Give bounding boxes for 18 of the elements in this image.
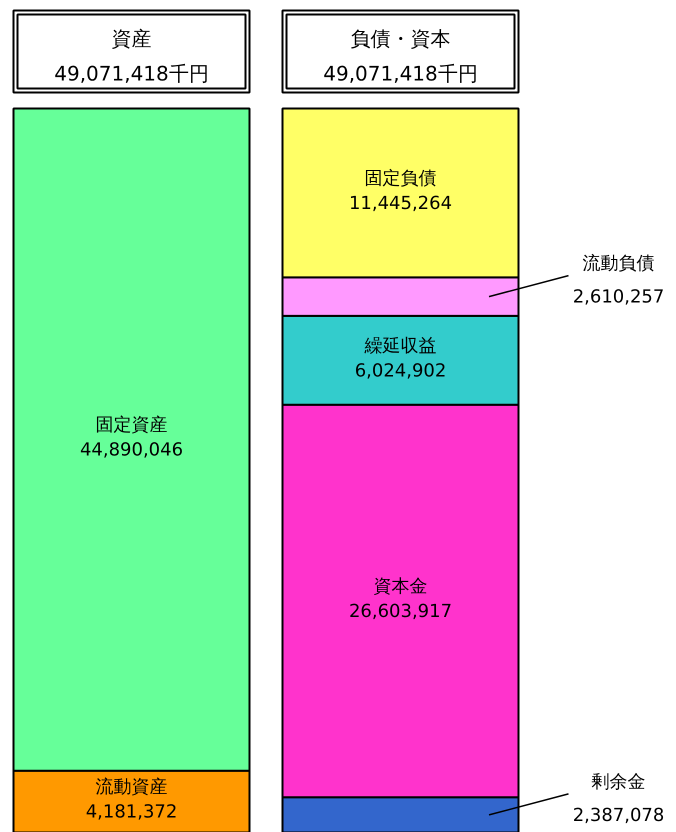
x-tick-label: 資産	[112, 26, 152, 50]
data-label: 44,890,046	[80, 440, 184, 461]
data-label: 6,024,902	[354, 360, 446, 382]
data-label: 26,603,917	[348, 601, 452, 622]
series-label: 流動資産	[96, 776, 168, 798]
data-label: 4,181,372	[86, 802, 178, 823]
series-label: 繰延収益	[364, 335, 436, 356]
text: 流動負債	[582, 253, 654, 274]
data-label: 2,387,078	[572, 804, 664, 826]
total-label: 49,071,418千円	[54, 62, 209, 86]
series-label: 資本金	[374, 576, 428, 598]
data-label: 2,610,257	[572, 286, 664, 308]
data-label: 11,445,264	[348, 192, 452, 214]
x-tick-label: 負債・資本	[350, 26, 450, 50]
total-label: 49,071,418千円	[323, 62, 478, 86]
series-label: 固定負債	[364, 168, 436, 189]
text: 剰余金	[592, 771, 646, 792]
series-label: 固定資産	[96, 414, 168, 436]
